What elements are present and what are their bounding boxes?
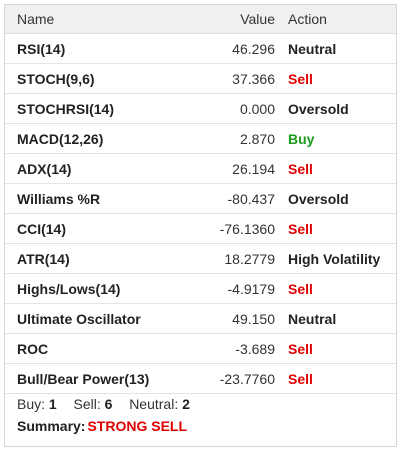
table-header-row: Name Value Action [5, 5, 396, 34]
table-row: Highs/Lows(14) -4.9179 Sell [5, 273, 396, 304]
indicator-value: -23.7760 [179, 363, 288, 394]
indicator-action: Buy [288, 123, 396, 154]
indicator-value: 0.000 [179, 93, 288, 124]
summary-label: Summary: [17, 418, 86, 434]
column-header-action: Action [288, 5, 396, 34]
indicator-action: Oversold [288, 93, 396, 124]
indicator-action: Sell [288, 213, 396, 244]
table-row: Bull/Bear Power(13) -23.7760 Sell [5, 363, 396, 394]
table-body: RSI(14) 46.296 Neutral STOCH(9,6) 37.366 Sell… [5, 33, 396, 394]
indicator-name: Williams %R [5, 183, 179, 214]
indicator-name: CCI(14) [5, 213, 179, 244]
column-header-name: Name [5, 5, 179, 34]
indicator-name: Highs/Lows(14) [5, 273, 179, 304]
indicator-value: 46.296 [179, 33, 288, 64]
indicator-value: 49.150 [179, 303, 288, 334]
buy-count-label: Buy: [17, 396, 46, 412]
sell-count-label: Sell: [73, 396, 101, 412]
table-row: ADX(14) 26.194 Sell [5, 153, 396, 184]
indicator-value: -4.9179 [179, 273, 288, 304]
neutral-count-label: Neutral: [129, 396, 179, 412]
technical-indicators-panel: Name Value Action RSI(14) 46.296 Neutral ST… [4, 4, 397, 447]
indicator-name: Ultimate Oscillator [5, 303, 179, 334]
indicator-action: Sell [288, 63, 396, 94]
technical-indicators-table: Name Value Action RSI(14) 46.296 Neutral ST… [5, 5, 396, 394]
indicator-value: -80.437 [179, 183, 288, 214]
indicator-action: Neutral [288, 33, 396, 64]
indicator-action: Neutral [288, 303, 396, 334]
table-row: STOCH(9,6) 37.366 Sell [5, 63, 396, 94]
summary-section: Buy: 1 Sell: 6 Neutral: 2 Summary: STRONG… [17, 394, 190, 437]
indicator-value: 18.2779 [179, 243, 288, 274]
indicator-value: 26.194 [179, 153, 288, 184]
table-row: MACD(12,26) 2.870 Buy [5, 123, 396, 154]
indicator-action: High Volatility [288, 243, 396, 274]
indicator-name: MACD(12,26) [5, 123, 179, 154]
indicator-action: Sell [288, 273, 396, 304]
indicator-name: STOCHRSI(14) [5, 93, 179, 124]
table-row: CCI(14) -76.1360 Sell [5, 213, 396, 244]
buy-count-value: 1 [48, 396, 57, 412]
indicator-name: RSI(14) [5, 33, 179, 64]
signal-counts: Buy: 1 Sell: 6 Neutral: 2 [17, 394, 190, 415]
summary-value: STRONG SELL [87, 418, 188, 434]
table-row: RSI(14) 46.296 Neutral [5, 33, 396, 64]
indicator-name: ATR(14) [5, 243, 179, 274]
summary-line: Summary: STRONG SELL [17, 415, 190, 437]
indicator-action: Sell [288, 363, 396, 394]
table-row: Williams %R -80.437 Oversold [5, 183, 396, 214]
table-row: ROC -3.689 Sell [5, 333, 396, 364]
column-header-value: Value [179, 5, 288, 34]
indicator-value: 2.870 [179, 123, 288, 154]
indicator-name: ROC [5, 333, 179, 364]
indicator-name: Bull/Bear Power(13) [5, 363, 179, 394]
indicator-action: Oversold [288, 183, 396, 214]
neutral-count-value: 2 [182, 396, 190, 412]
indicator-name: STOCH(9,6) [5, 63, 179, 94]
indicator-action: Sell [288, 153, 396, 184]
table-row: ATR(14) 18.2779 High Volatility [5, 243, 396, 274]
indicator-value: 37.366 [179, 63, 288, 94]
indicator-name: ADX(14) [5, 153, 179, 184]
indicator-action: Sell [288, 333, 396, 364]
table-row: STOCHRSI(14) 0.000 Oversold [5, 93, 396, 124]
table-row: Ultimate Oscillator 49.150 Neutral [5, 303, 396, 334]
indicator-value: -3.689 [179, 333, 288, 364]
indicator-value: -76.1360 [179, 213, 288, 244]
sell-count-value: 6 [104, 396, 113, 412]
